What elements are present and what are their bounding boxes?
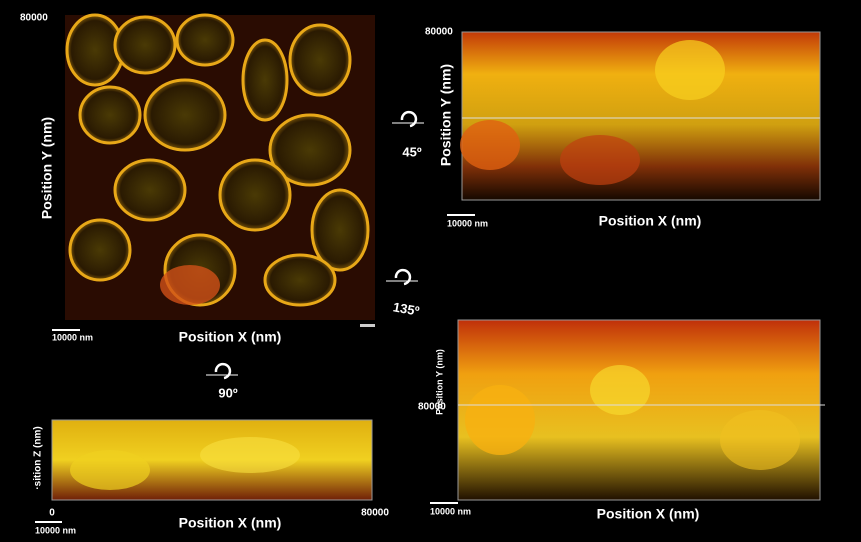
x-max: 80000 [361, 508, 389, 519]
angle: 90º [218, 385, 237, 400]
y-max: 80000 [425, 27, 453, 38]
y-max: 80000 [20, 13, 48, 24]
side-view: ·sition Z (nm) 0 80000 Position X (nm) 1… [33, 420, 390, 535]
scale-bar: 10000 nm [52, 332, 93, 342]
angle: 135º [392, 299, 421, 318]
view-135: Position Y (nm) 80000 Position X (nm) 10… [418, 320, 825, 522]
scale-bar: 10000 nm [35, 525, 76, 535]
volume [462, 32, 820, 200]
view-45: 80000 Position Y (nm) Position X (nm) 10… [425, 27, 820, 229]
y-label: Position Y (nm) [438, 64, 454, 166]
scale-bar: 10000 nm [430, 506, 471, 516]
x-label: Position X (nm) [599, 213, 702, 229]
y-mark: 80000 [418, 402, 446, 413]
top-view: 80000 Position Y (nm) Position X (nm) 10… [20, 13, 375, 345]
x-label: Position X (nm) [179, 515, 282, 531]
x-label: Position X (nm) [179, 329, 282, 345]
scale-bar: 10000 nm [447, 218, 488, 228]
x-label: Position X (nm) [597, 506, 700, 522]
angle: 45º [402, 144, 421, 159]
figure: 80000 Position Y (nm) Position X (nm) 10… [0, 0, 861, 542]
rotation-135: 135º [386, 270, 421, 319]
x-min: 0 [49, 508, 55, 519]
rotation-45: 45º [392, 112, 424, 159]
z-label: ·sition Z (nm) [33, 426, 44, 489]
rotation-90: 90º [206, 364, 238, 400]
y-label: Position Y (nm) [39, 117, 55, 219]
